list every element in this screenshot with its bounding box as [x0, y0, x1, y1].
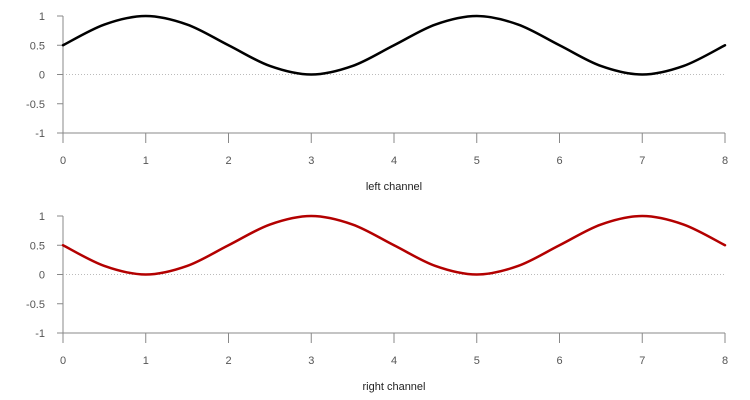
x-tick-label: 6 [556, 155, 562, 167]
x-tick-label: 3 [308, 355, 314, 367]
x-tick-label: 8 [722, 355, 728, 367]
series-line-0-0 [61, 14, 727, 76]
x-tick-label: 4 [391, 355, 397, 367]
x-tick-label: 1 [143, 155, 149, 167]
x-tick-label: 8 [722, 155, 728, 167]
x-axis-title: right channel [363, 381, 426, 393]
y-tick-label: -1 [35, 128, 45, 140]
x-tick-label: 5 [474, 355, 480, 367]
y-tick-label: -0.5 [26, 99, 45, 111]
series-line-1-0 [61, 214, 727, 276]
x-tick-label: 2 [225, 155, 231, 167]
x-tick-label: 5 [474, 155, 480, 167]
x-tick-label: 7 [639, 155, 645, 167]
chart-panel-1: 1 0.5 0 -0.5 -1 0 1 2 3 4 5 6 7 8 right channel [26, 211, 728, 393]
y-tick-label: 0 [39, 270, 45, 282]
chart-panel-0: 1 0.5 0 -0.5 -1 0 1 2 3 4 5 6 7 8 left channel [26, 11, 728, 193]
x-tick-label: 2 [225, 355, 231, 367]
y-tick-label: -1 [35, 328, 45, 340]
x-tick-label: 4 [391, 155, 397, 167]
x-tick-label: 0 [60, 155, 66, 167]
x-tick-label: 7 [639, 355, 645, 367]
y-tick-label: 0.5 [30, 40, 45, 52]
y-tick-label: -0.5 [26, 299, 45, 311]
x-tick-label: 0 [60, 355, 66, 367]
x-tick-label: 1 [143, 355, 149, 367]
x-tick-label: 3 [308, 155, 314, 167]
y-tick-label: 1 [39, 11, 45, 23]
x-axis-title: left channel [366, 181, 422, 193]
y-tick-label: 0 [39, 70, 45, 82]
y-tick-label: 0.5 [30, 240, 45, 252]
x-tick-label: 6 [556, 355, 562, 367]
y-tick-label: 1 [39, 211, 45, 223]
